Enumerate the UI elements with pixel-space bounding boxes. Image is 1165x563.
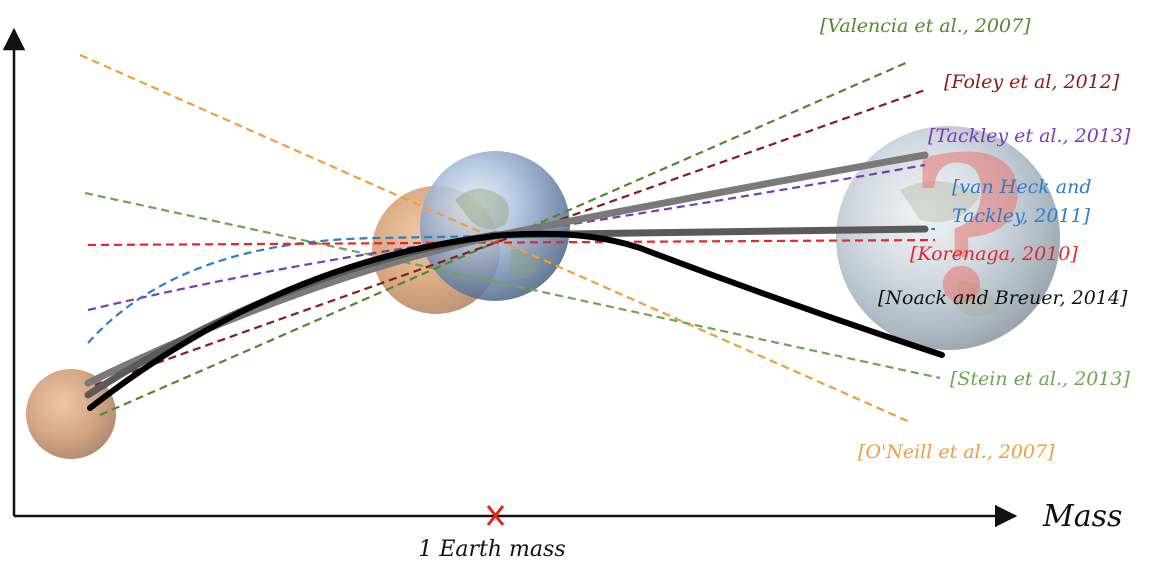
label-stein: [Stein et al., 2013] xyxy=(950,368,1130,390)
label-korenaga: [Korenaga, 2010] xyxy=(910,243,1078,265)
korenaga-curve xyxy=(87,238,936,247)
label-vanheck-line2: Tackley, 2011] xyxy=(952,205,1091,227)
label-valencia: [Valencia et al., 2007] xyxy=(820,15,1031,37)
noack-curve xyxy=(87,230,945,411)
label-vanheck-line1: [van Heck and xyxy=(952,176,1092,198)
earth-mass-marker xyxy=(486,505,505,526)
label-oneill: [O'Neill et al., 2007] xyxy=(858,441,1055,463)
label-foley: [Foley et al, 2012] xyxy=(944,71,1120,93)
foley-curve xyxy=(94,88,926,387)
stein-curve xyxy=(84,191,941,380)
vanheck-curve xyxy=(87,227,936,344)
valencia-curve xyxy=(99,60,909,417)
legend-labels: [Valencia et al., 2007] [Foley et al, 20… xyxy=(820,15,1131,463)
earth-mass-label: 1 Earth mass xyxy=(418,537,565,562)
earth-icon xyxy=(420,151,570,301)
x-axis-label: Mass xyxy=(1042,499,1122,534)
axes: Mass 1 Earth mass xyxy=(2,27,1122,562)
oneill-curve xyxy=(79,53,913,425)
super-earth-icon: ? xyxy=(836,113,1060,350)
label-tackley: [Tackley et al., 2013] xyxy=(928,125,1131,147)
curve-layer xyxy=(79,53,945,425)
tackley-curve xyxy=(87,163,926,312)
question-mark: ? xyxy=(909,113,1026,348)
label-noack: [Noack and Breuer, 2014] xyxy=(878,287,1128,309)
planet-layer: ? xyxy=(26,113,1060,459)
